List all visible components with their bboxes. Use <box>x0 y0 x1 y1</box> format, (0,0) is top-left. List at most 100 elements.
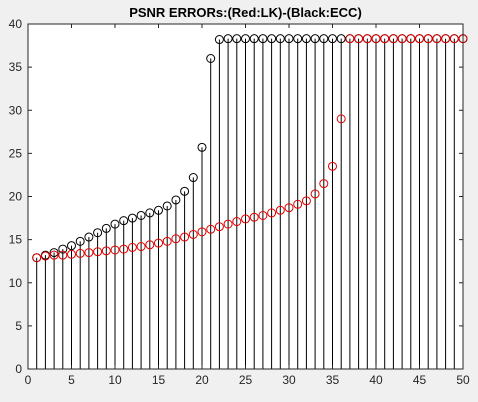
data-point-marker <box>67 249 76 259</box>
data-point-marker <box>110 219 120 229</box>
data-point-marker <box>101 246 111 256</box>
data-point-marker <box>154 238 163 248</box>
y-tick-label: 10 <box>9 276 23 290</box>
data-point-marker <box>415 34 424 44</box>
chart-title: PSNR ERRORs:(Red:LK)-(Black:ECC) <box>129 5 362 20</box>
data-point-marker <box>293 199 303 209</box>
data-point-marker <box>284 34 294 44</box>
data-point-marker <box>354 34 364 44</box>
data-point-marker <box>406 34 416 44</box>
axes-layer: 0 5 10 15 20 25 30 35 40 45 50 0 5 10 15 20 25 30 35 40 <box>9 17 470 387</box>
y-tick-label: 15 <box>9 233 23 247</box>
data-point-marker <box>119 244 129 254</box>
data-point-marker <box>75 236 85 246</box>
data-point-marker <box>84 232 94 242</box>
data-point-marker <box>336 34 346 44</box>
data-point-marker <box>310 34 320 44</box>
data-point-marker <box>49 248 59 258</box>
data-point-marker <box>319 34 329 44</box>
data-point-marker <box>214 222 224 232</box>
data-point-marker <box>197 142 207 152</box>
x-tick-label: 30 <box>282 373 296 387</box>
data-point-marker <box>223 34 233 44</box>
data-point-marker <box>171 234 181 244</box>
data-point-marker <box>267 34 277 44</box>
x-tick-label: 5 <box>68 373 75 387</box>
y-tick-label: 25 <box>9 146 23 160</box>
y-tick-label: 0 <box>15 362 22 376</box>
x-tick-label: 40 <box>369 373 383 387</box>
data-point-marker <box>180 232 190 242</box>
data-point-marker <box>397 34 407 44</box>
x-tick-label: 20 <box>195 373 209 387</box>
data-point-marker <box>328 34 337 44</box>
data-point-marker <box>362 34 372 44</box>
x-tick-label: 25 <box>239 373 253 387</box>
x-tick-label: 45 <box>413 373 427 387</box>
data-point-marker <box>93 228 103 238</box>
data-point-marker <box>310 189 320 199</box>
data-point-marker <box>93 247 103 257</box>
data-point-marker <box>328 161 337 171</box>
data-point-marker <box>162 201 172 211</box>
data-point-marker <box>432 34 442 44</box>
data-point-marker <box>197 227 207 237</box>
data-point-marker <box>449 34 459 44</box>
y-tick-label: 30 <box>9 103 23 117</box>
data-point-marker <box>119 216 129 226</box>
data-point-marker <box>188 173 198 183</box>
data-point-marker <box>301 34 311 44</box>
data-point-marker <box>154 205 163 215</box>
data-point-marker <box>301 196 311 206</box>
data-point-marker <box>145 240 155 250</box>
x-tick-label: 35 <box>326 373 340 387</box>
data-point-marker <box>249 34 259 44</box>
data-point-marker <box>171 195 181 205</box>
data-point-marker <box>232 34 242 44</box>
data-point-marker <box>145 208 155 218</box>
data-point-marker <box>110 245 120 255</box>
data-point-marker <box>214 35 224 45</box>
data-point-marker <box>127 242 137 252</box>
data-point-marker <box>319 179 329 189</box>
data-point-marker <box>206 54 216 63</box>
data-point-marker <box>258 210 268 220</box>
data-point-marker <box>388 34 398 44</box>
data-point-marker <box>136 242 146 252</box>
data-point-marker <box>241 34 250 44</box>
data-point-marker <box>67 241 76 251</box>
data-point-marker <box>241 214 250 224</box>
data-point-marker <box>232 217 242 227</box>
data-point-marker <box>267 208 277 218</box>
data-point-marker <box>284 203 294 213</box>
data-point-marker <box>423 34 433 44</box>
data-point-marker <box>380 34 390 44</box>
data-point-marker <box>180 186 190 196</box>
data-point-marker <box>258 34 268 44</box>
data-point-marker <box>162 236 172 246</box>
data-point-marker <box>127 213 137 223</box>
data-point-marker <box>249 212 259 222</box>
data-point-marker <box>32 253 42 263</box>
x-tick-label: 10 <box>108 373 122 387</box>
data-point-marker <box>58 250 68 260</box>
x-tick-label: 15 <box>152 373 166 387</box>
y-tick-label: 40 <box>9 17 23 31</box>
data-point-marker <box>275 34 285 44</box>
x-tick-label: 0 <box>25 373 32 387</box>
data-point-marker <box>441 34 451 44</box>
data-point-marker <box>136 210 146 220</box>
data-point-marker <box>101 223 111 233</box>
data-point-marker <box>275 205 285 215</box>
stems-layer <box>36 38 464 369</box>
y-tick-label: 20 <box>9 190 23 204</box>
data-point-marker <box>293 34 303 44</box>
data-point-marker <box>84 248 94 258</box>
y-tick-label: 35 <box>9 60 23 74</box>
data-point-marker <box>223 219 233 229</box>
data-point-marker <box>40 251 50 261</box>
data-point-marker <box>345 34 355 44</box>
data-point-marker <box>188 229 198 239</box>
data-point-marker <box>336 114 346 124</box>
